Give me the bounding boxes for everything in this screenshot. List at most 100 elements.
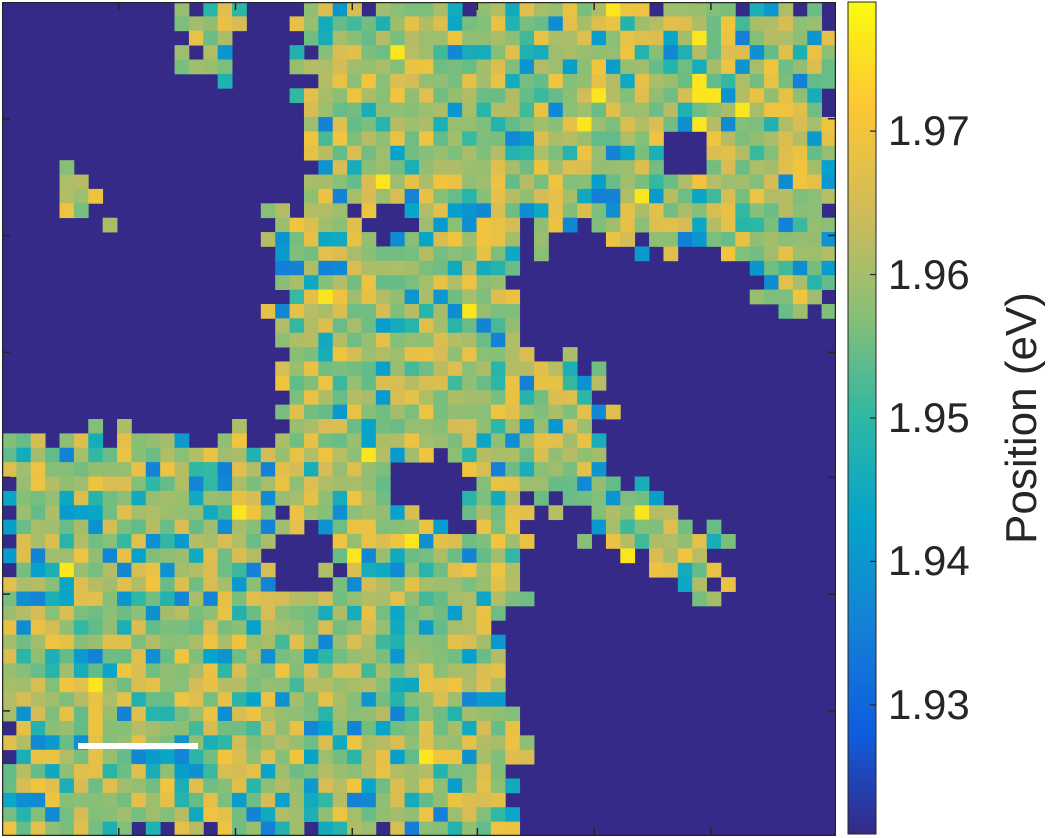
heatmap-cell — [419, 634, 434, 650]
heatmap-cell — [289, 217, 305, 233]
heatmap-cell — [447, 749, 463, 765]
heatmap-cell — [174, 807, 190, 823]
heatmap-cell — [59, 620, 75, 636]
heatmap-cell — [706, 232, 722, 247]
heatmap-cell — [303, 663, 319, 679]
heatmap-cell — [419, 649, 434, 664]
heatmap-cell — [160, 663, 175, 679]
heatmap-cell — [807, 246, 823, 262]
heatmap-cell — [260, 720, 276, 736]
heatmap-cell — [433, 188, 449, 204]
heatmap-cell — [476, 634, 492, 650]
heatmap-cell — [577, 476, 592, 492]
heatmap-cell — [260, 749, 276, 765]
heatmap-cell — [519, 462, 535, 477]
heatmap-cell — [246, 720, 262, 736]
heatmap-cell — [73, 188, 89, 204]
heatmap-cell — [591, 361, 607, 377]
heatmap-cell — [30, 577, 46, 592]
heatmap-cell — [534, 462, 549, 477]
heatmap-cell — [361, 260, 377, 276]
heatmap-cell — [260, 764, 276, 779]
heatmap-cell — [490, 778, 506, 794]
heatmap-cell — [347, 303, 362, 319]
heatmap-cell — [375, 764, 391, 779]
heatmap-cell — [375, 45, 391, 60]
heatmap-cell — [620, 188, 636, 204]
heatmap-cell — [318, 562, 334, 578]
heatmap-cell — [447, 73, 463, 89]
heatmap-cell — [73, 764, 89, 779]
heatmap-cell — [289, 45, 305, 60]
heatmap-cell — [591, 30, 607, 46]
heatmap-cell — [591, 476, 607, 492]
heatmap-cell — [792, 217, 808, 233]
heatmap-cell — [749, 174, 765, 190]
heatmap-cell — [217, 720, 233, 736]
heatmap-cell — [73, 174, 89, 190]
heatmap-cell — [821, 174, 836, 190]
heatmap-cell — [131, 591, 147, 607]
heatmap-cell — [720, 88, 736, 104]
heatmap-cell — [634, 2, 650, 17]
heatmap-cell — [361, 577, 377, 592]
heatmap-cell — [534, 203, 549, 219]
heatmap-cell — [30, 433, 46, 449]
heatmap-cell — [30, 821, 46, 836]
heatmap-cell — [404, 45, 420, 60]
heatmap-cell — [217, 778, 233, 794]
heatmap-cell — [620, 548, 636, 564]
heatmap-cell — [462, 605, 477, 621]
heatmap-cell — [562, 59, 578, 75]
heatmap-cell — [505, 347, 521, 362]
heatmap-cell — [419, 102, 434, 118]
heatmap-cell — [232, 548, 247, 564]
heatmap-cell — [620, 73, 636, 89]
heatmap-cell — [375, 490, 391, 506]
heatmap-cell — [375, 188, 391, 204]
heatmap-cell — [361, 692, 377, 707]
heatmap-cell — [591, 404, 607, 420]
heatmap-cell — [505, 447, 521, 463]
heatmap-cell — [706, 534, 722, 549]
heatmap-cell — [289, 591, 305, 607]
heatmap-cell — [735, 203, 751, 219]
heatmap-cell — [361, 433, 377, 449]
heatmap-cell — [706, 203, 722, 219]
heatmap-cell — [30, 591, 46, 607]
heatmap-cell — [620, 505, 636, 521]
heatmap-cell — [390, 778, 406, 794]
heatmap-cell — [375, 634, 391, 650]
heatmap-cell — [792, 289, 808, 305]
heatmap-cell — [821, 246, 836, 262]
heatmap-cell — [361, 663, 377, 679]
heatmap-cell — [303, 30, 319, 46]
heatmap-cell — [217, 706, 233, 722]
heatmap-cell — [318, 160, 334, 175]
heatmap-cell — [361, 145, 377, 161]
heatmap-cell — [821, 73, 836, 89]
heatmap-cell — [59, 778, 75, 794]
heatmap-cell — [2, 548, 17, 564]
heatmap-cell — [764, 59, 779, 75]
heatmap-cell — [534, 73, 549, 89]
heatmap-cell — [145, 490, 161, 506]
heatmap-cell — [591, 59, 607, 75]
heatmap-cell — [117, 419, 132, 434]
heatmap-cell — [188, 534, 204, 549]
heatmap-cell — [275, 361, 290, 377]
heatmap-cell — [677, 102, 693, 118]
heatmap-cell — [188, 620, 204, 636]
heatmap-cell — [289, 462, 305, 477]
heatmap-cell — [2, 591, 17, 607]
heatmap-cell — [433, 30, 449, 46]
heatmap-cell — [433, 649, 449, 664]
heatmap-cell — [419, 620, 434, 636]
heatmap-cell — [30, 562, 46, 578]
heatmap-cell — [303, 16, 319, 32]
heatmap-cell — [160, 462, 175, 477]
heatmap-cell — [404, 131, 420, 147]
heatmap-cell — [260, 663, 276, 679]
heatmap-cell — [188, 505, 204, 521]
heatmap-cell — [361, 735, 377, 751]
